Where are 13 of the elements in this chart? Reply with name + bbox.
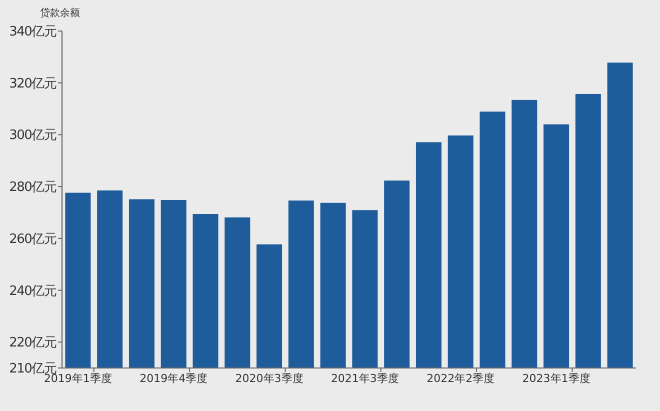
y-tick-label: 240亿元 — [9, 284, 57, 299]
y-tick-label: 280亿元 — [9, 180, 57, 196]
y-tick-label: 260亿元 — [9, 232, 57, 247]
y-tick-label: 220亿元 — [9, 336, 57, 351]
x-tick-label: 2022年2季度 — [426, 372, 495, 385]
y-tick-label: 320亿元 — [9, 76, 57, 92]
y-tick-label: 300亿元 — [9, 128, 57, 144]
x-tick-label: 2019年4季度 — [140, 372, 208, 385]
y-axis-title: 贷款余额 — [40, 7, 80, 19]
y-tick-label: 340亿元 — [9, 24, 57, 40]
x-tick-label: 2021年3季度 — [330, 372, 399, 385]
x-tick-label: 2020年3季度 — [235, 372, 304, 385]
x-tick-label: 2023年1季度 — [522, 372, 590, 385]
